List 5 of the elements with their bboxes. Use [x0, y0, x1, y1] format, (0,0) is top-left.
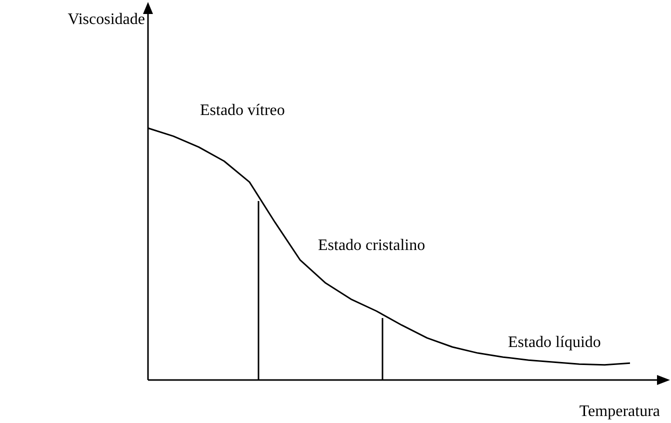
text: Estado vítreo — [200, 102, 285, 119]
text: Viscosidade — [68, 11, 145, 28]
annotation: Estado líquido — [508, 334, 601, 351]
annotation: Estado cristalino — [318, 237, 426, 254]
x-axis-title: Temperatura — [579, 403, 660, 420]
